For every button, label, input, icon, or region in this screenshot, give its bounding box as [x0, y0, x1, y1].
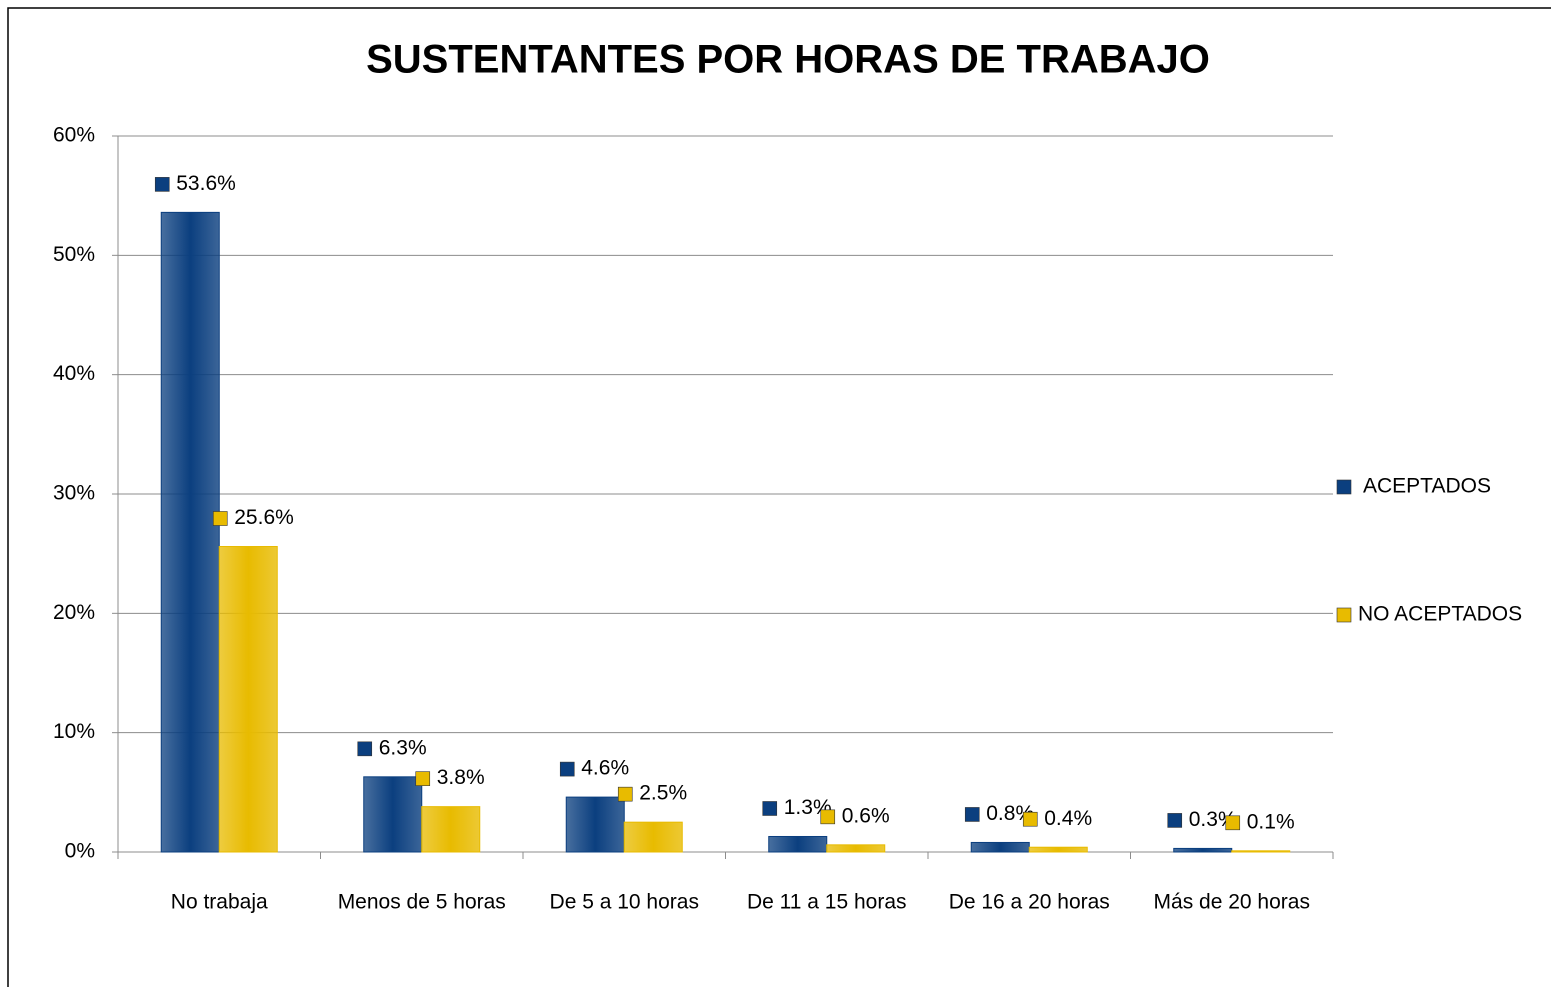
data-label: 0.4% — [1044, 807, 1092, 830]
bar — [421, 806, 481, 853]
y-tick-label: 10% — [53, 720, 95, 743]
bar — [1231, 850, 1291, 853]
data-label: 0.8% — [986, 802, 1034, 825]
x-tick-label: No trabaja — [171, 891, 268, 914]
x-tick-label: Más de 20 horas — [1154, 891, 1310, 914]
data-label: 6.3% — [379, 736, 427, 759]
y-tick-label: 50% — [53, 243, 95, 266]
chart-title: SUSTENTANTES POR HORAS DE TRABAJO — [366, 38, 1210, 82]
bar — [218, 546, 278, 853]
x-tick-label: De 11 a 15 horas — [747, 891, 907, 914]
label-marker — [1336, 479, 1352, 495]
y-tick-label: 40% — [53, 362, 95, 385]
label-marker — [1225, 815, 1241, 831]
label-marker — [617, 786, 633, 802]
legend-label: ACEPTADOS — [1363, 475, 1491, 498]
x-tick-label: Menos de 5 horas — [338, 891, 506, 914]
label-marker — [1167, 813, 1183, 828]
bar — [565, 796, 625, 853]
label-marker — [154, 177, 170, 192]
y-tick-label: 30% — [53, 482, 95, 505]
x-tick-label: De 5 a 10 horas — [550, 891, 699, 914]
label-marker — [964, 807, 980, 822]
label-marker — [415, 771, 431, 786]
bar — [160, 211, 220, 853]
data-label: 0.1% — [1247, 810, 1295, 833]
chart-frame — [7, 7, 1551, 987]
bar — [826, 844, 886, 853]
data-label: 53.6% — [176, 172, 236, 195]
data-label: 4.6% — [581, 757, 629, 780]
y-tick-label: 0% — [65, 840, 95, 863]
label-marker — [1336, 607, 1352, 623]
bar — [970, 841, 1030, 853]
label-marker — [820, 809, 836, 825]
bar — [768, 835, 828, 853]
legend-label: NO ACEPTADOS — [1358, 603, 1522, 626]
y-tick-label: 60% — [53, 124, 95, 147]
bar — [1173, 847, 1233, 853]
x-tick-label: De 16 a 20 horas — [949, 891, 1110, 914]
label-marker — [357, 741, 373, 757]
label-marker — [1022, 811, 1038, 827]
label-marker — [212, 511, 228, 526]
data-label: 0.6% — [842, 804, 890, 827]
data-label: 1.3% — [784, 796, 832, 819]
bar — [1028, 846, 1088, 853]
label-marker — [559, 761, 575, 777]
label-marker — [762, 801, 778, 816]
data-label: 3.8% — [437, 766, 485, 789]
bar — [363, 776, 423, 853]
data-label: 0.3% — [1189, 808, 1237, 831]
bar — [623, 821, 683, 853]
data-label: 25.6% — [234, 506, 294, 529]
data-label: 2.5% — [639, 782, 687, 805]
y-tick-label: 20% — [53, 601, 95, 624]
